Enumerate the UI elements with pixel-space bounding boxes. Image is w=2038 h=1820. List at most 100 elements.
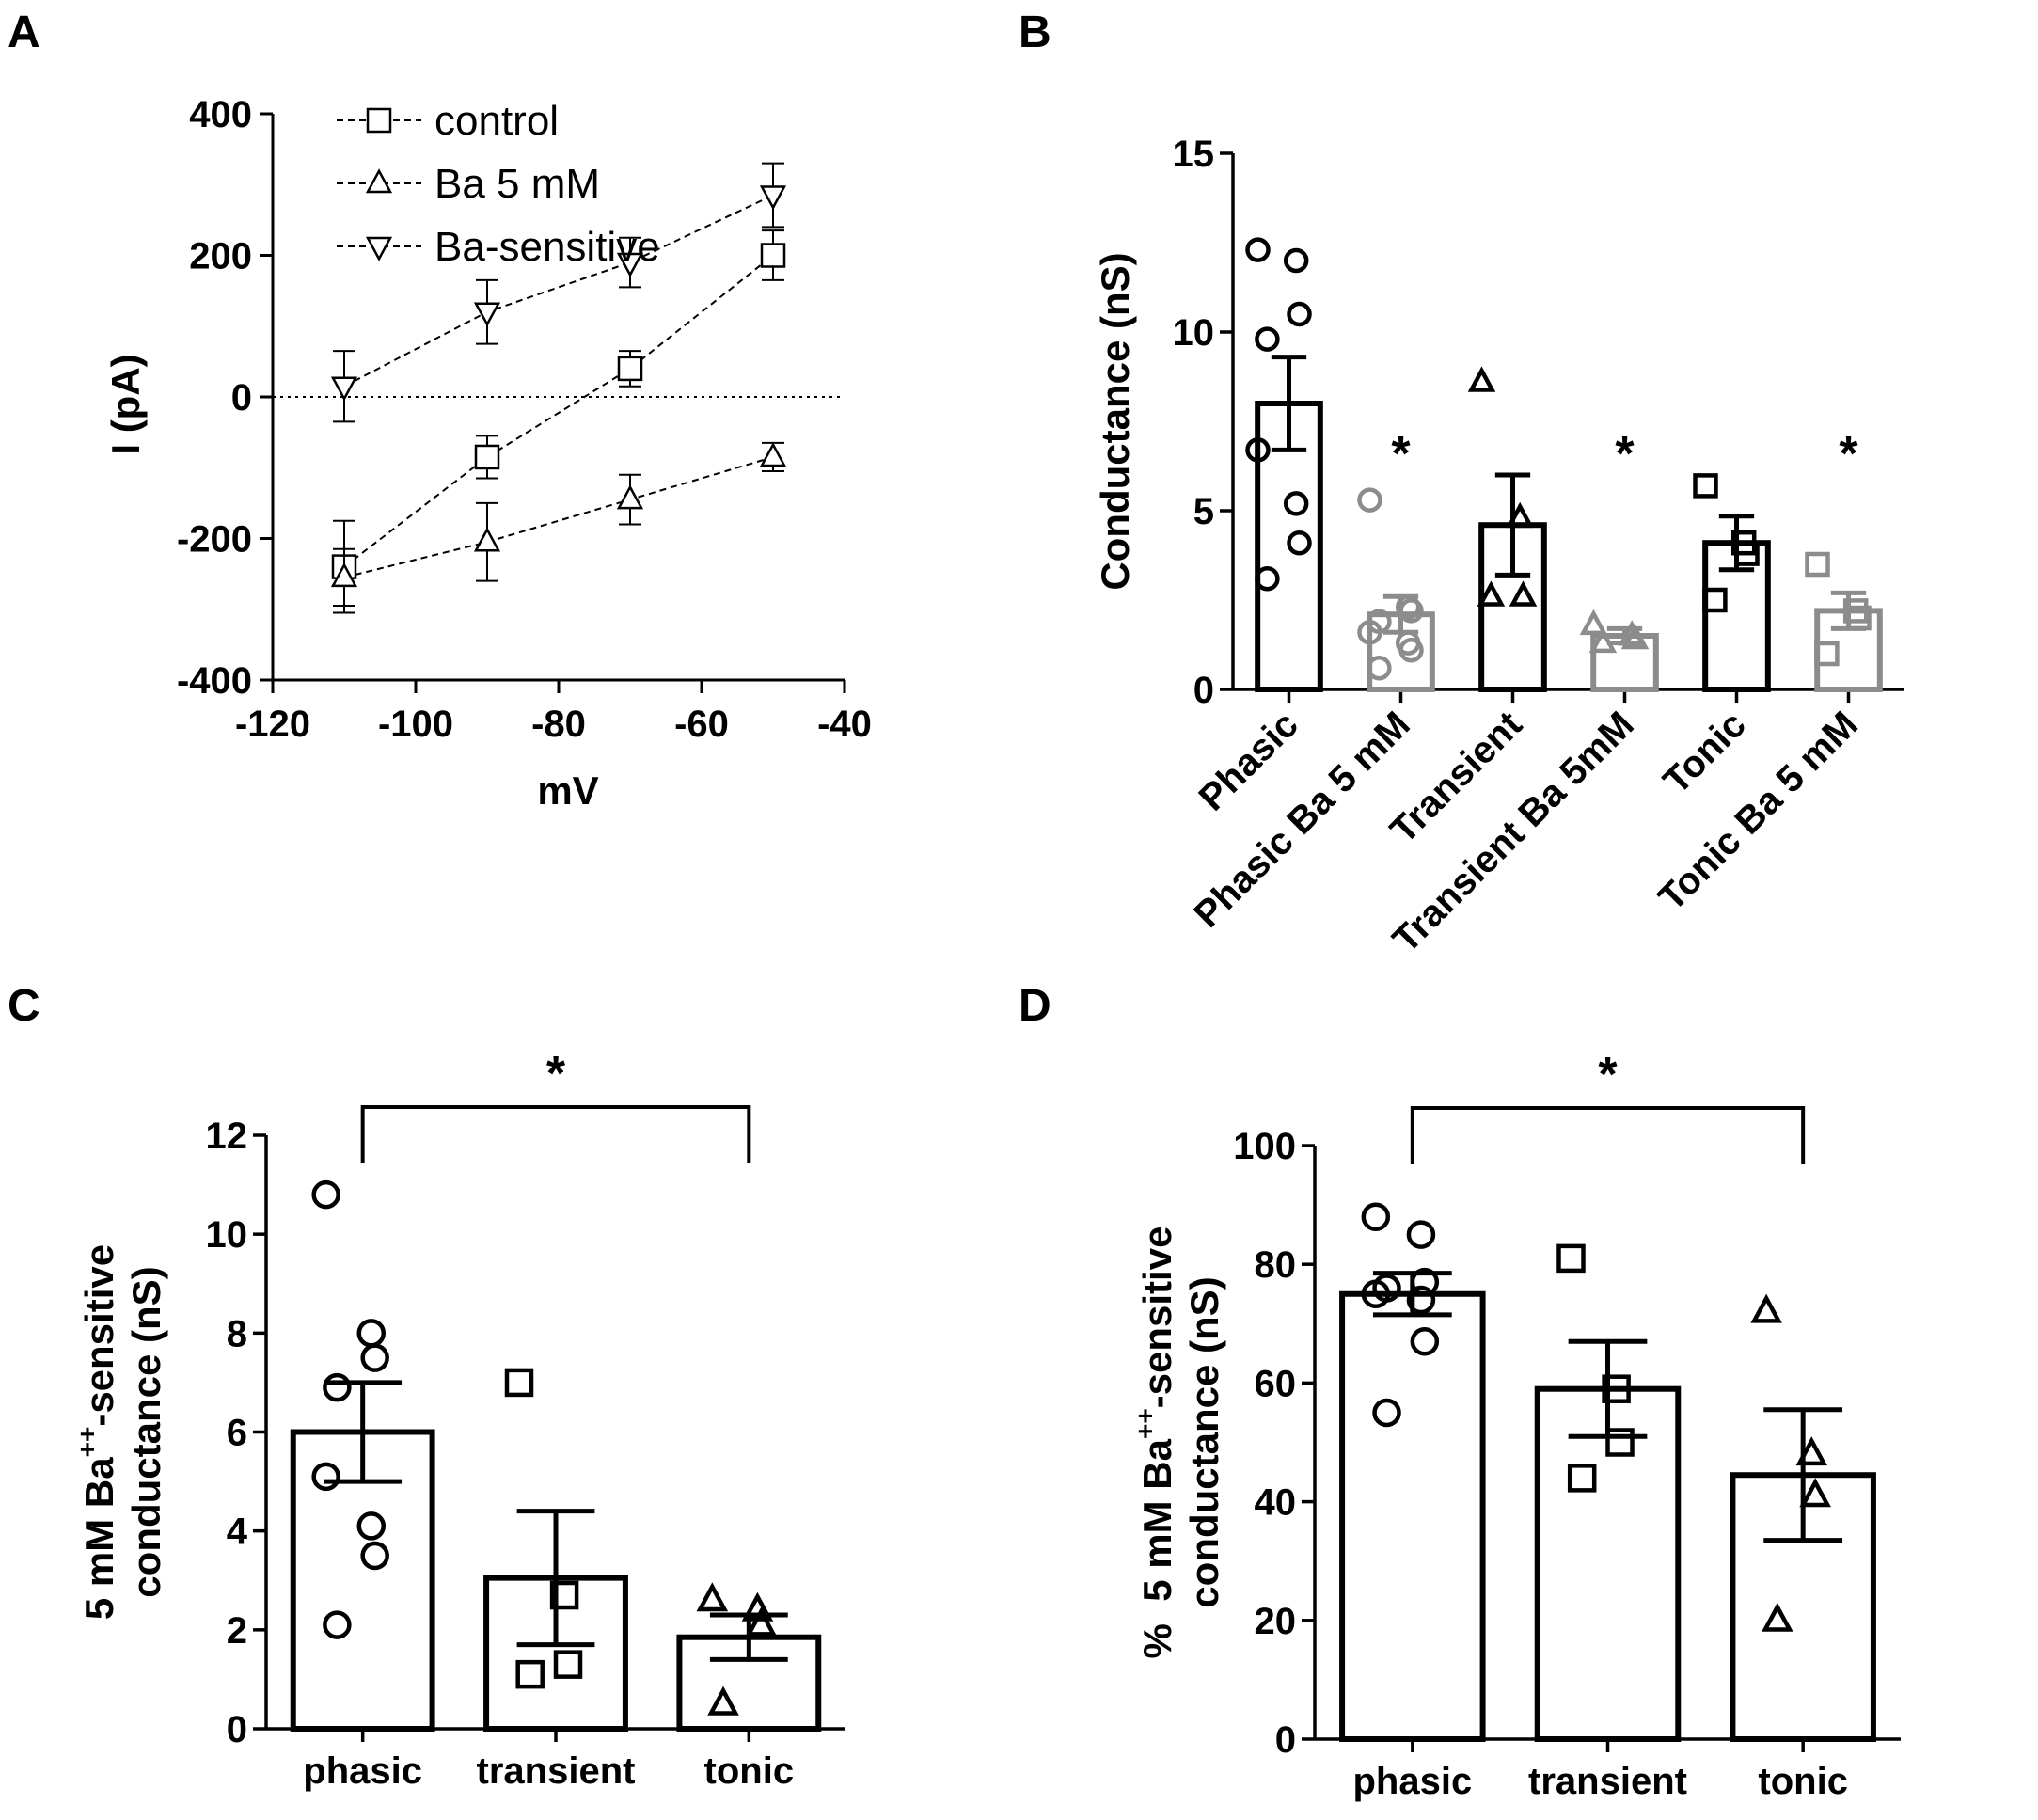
data-point	[1406, 1285, 1436, 1315]
data-point	[1367, 655, 1392, 681]
data-point	[323, 1372, 352, 1402]
x-tick-label: tonic	[704, 1750, 795, 1792]
data-point	[504, 1368, 534, 1398]
data-point	[356, 1319, 387, 1348]
series-ba-5-mm	[330, 441, 787, 607]
y-axis-title-line2: conductance (nS)	[1182, 1276, 1226, 1607]
data-point	[1509, 580, 1538, 607]
y-tick-label: 80	[1255, 1244, 1297, 1286]
x-tick-label: -60	[674, 704, 729, 745]
bar-group-phasic	[290, 1179, 435, 1732]
data-point	[1602, 1374, 1631, 1403]
y-tick-label: 12	[206, 1116, 248, 1157]
data-point	[1556, 1243, 1586, 1274]
panel-label-d: D	[1019, 981, 1051, 1031]
data-point	[616, 252, 644, 277]
bar-group-phasic	[1339, 1202, 1486, 1742]
data-point	[1799, 1478, 1831, 1508]
bar-group-tonic	[1730, 1293, 1876, 1742]
data-point	[1605, 1428, 1635, 1457]
y-tick-label: -400	[177, 660, 252, 702]
y-tick-label: 100	[1233, 1126, 1296, 1167]
x-tick-label: phasic	[303, 1750, 422, 1792]
data-point	[760, 243, 786, 268]
panel-label-b: B	[1019, 8, 1051, 57]
data-point	[696, 1582, 729, 1612]
significance-bracket	[1410, 1106, 1806, 1164]
bar-group-phasic	[1245, 237, 1323, 692]
data-point	[553, 1650, 583, 1679]
bracket-star: *	[1598, 1048, 1618, 1102]
data-point	[1814, 641, 1840, 667]
x-tick-label: -100	[378, 704, 453, 745]
data-point	[311, 1179, 340, 1210]
bar-group-transient-ba-5mm: *	[1579, 427, 1659, 692]
x-tick-label: phasic	[1352, 1761, 1472, 1802]
data-point	[745, 1606, 778, 1637]
data-point	[1255, 326, 1280, 352]
series-line	[343, 254, 774, 568]
legend-label: Ba 5 mM	[434, 161, 600, 207]
y-tick-label: 4	[227, 1511, 248, 1553]
y-axis-title: I (pA)	[103, 354, 148, 454]
legend-marker	[365, 168, 393, 194]
data-point	[549, 1580, 579, 1610]
data-point	[1406, 1220, 1436, 1249]
y-tick-label: 0	[1193, 670, 1214, 711]
x-tick-label: Phasic	[1192, 704, 1306, 818]
panel-c: C 0 2 4 6 8 10 12 phasic transient tonic * 5 mM Ba++…	[8, 981, 845, 1792]
y-tick-label: 6	[227, 1413, 247, 1454]
y-tick-label: 8	[227, 1313, 247, 1354]
y-axis-title-superscript: ++	[72, 1427, 102, 1458]
series-line	[343, 194, 774, 388]
data-point	[1467, 366, 1496, 392]
bracket-star: *	[546, 1047, 566, 1101]
bar-group-tonic-ba-5-mm: *	[1805, 427, 1883, 693]
data-point	[1372, 1398, 1401, 1428]
series-line	[343, 456, 774, 578]
data-point	[616, 484, 644, 510]
x-tick-label: -120	[235, 704, 310, 745]
data-point	[1477, 580, 1506, 607]
x-axis-title: mV	[537, 768, 598, 813]
bar-group-transient	[483, 1368, 628, 1733]
data-point	[1361, 1202, 1391, 1231]
panel-label-a: A	[8, 8, 40, 57]
legend-label: control	[434, 98, 559, 144]
data-point	[1398, 637, 1424, 663]
bar-group-transient	[1467, 366, 1547, 693]
data-point	[311, 1462, 340, 1492]
y-axis-title-line2: conductance (nS)	[124, 1266, 168, 1597]
data-point	[515, 1659, 545, 1689]
legend: control Ba 5 mM Ba-sensitive	[337, 98, 660, 270]
data-point	[1693, 473, 1718, 499]
panel-a: A -400 -200 0 200 400 -120 -100 -80 -60 -40 mV I (pA…	[8, 8, 872, 813]
bar	[1339, 1290, 1486, 1742]
y-axis-title-prefix: %	[1135, 1602, 1179, 1659]
bar-group-phasic-ba-5-mm: *	[1357, 427, 1435, 693]
significance-star: *	[1615, 427, 1635, 482]
x-tick-label: transient	[1528, 1761, 1687, 1802]
data-point	[1283, 491, 1309, 516]
y-tick-label: 0	[231, 377, 252, 419]
y-axis-title-line1: 5 mM Ba++-sensitive	[72, 1244, 121, 1620]
series-control	[331, 229, 786, 614]
data-point	[1567, 1464, 1597, 1493]
data-point	[1283, 247, 1309, 274]
y-tick-label: 2	[227, 1610, 247, 1652]
y-tick-label: 60	[1255, 1363, 1297, 1404]
y-axis-title-text: 5 mM Ba	[77, 1457, 121, 1620]
significance-bracket	[360, 1105, 751, 1163]
data-point	[1795, 1436, 1828, 1466]
data-point	[356, 1511, 387, 1541]
data-point	[1287, 301, 1312, 327]
x-tick-label: -80	[531, 704, 586, 745]
data-point	[1255, 565, 1280, 592]
data-point	[1805, 551, 1830, 578]
significance-star: *	[1839, 427, 1858, 482]
y-axis-title-suffix: -sensitive	[77, 1244, 121, 1427]
data-point	[1762, 1602, 1793, 1632]
data-point	[360, 1541, 389, 1571]
data-point	[1842, 598, 1869, 624]
